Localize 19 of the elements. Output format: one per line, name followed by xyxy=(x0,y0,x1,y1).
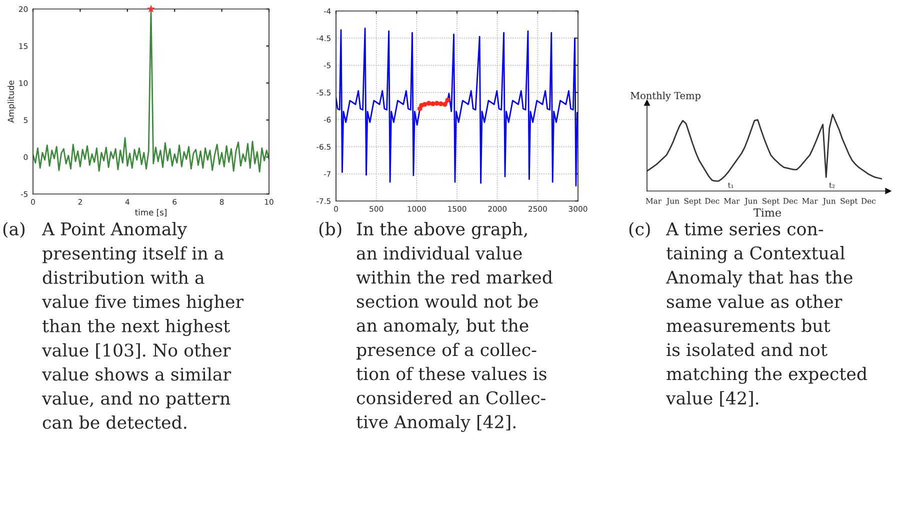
point xyxy=(434,100,440,106)
text: (a) xyxy=(3,222,25,238)
point xyxy=(422,102,428,107)
y-axis-title: Monthly Temp xyxy=(630,92,700,102)
point xyxy=(417,106,422,112)
x-axis-title: time [s] xyxy=(135,209,166,216)
text: (c) xyxy=(629,222,650,238)
text: In the above graph, an individual value within the red marked section would not be an anomaly, but the presence of a collec- tion of these values is considered an Collec- tive Anomaly [42]. xyxy=(356,222,552,432)
point xyxy=(442,102,448,107)
point xyxy=(445,98,450,102)
text: A time series con- taining a Contextual Anomaly that has the same value as other measurements but is isolated and not matching the expected value [42]. xyxy=(666,222,868,407)
x-axis-title: Time xyxy=(754,208,781,217)
y-axis-title: Amplitude xyxy=(8,80,16,123)
point xyxy=(426,100,432,106)
point xyxy=(430,101,436,106)
text: A Point Anomaly presenting itself in a distribution with a value five times higher than the next highest value [103]. No other value shows a similar value, and no pattern can be detected. xyxy=(42,222,244,429)
point xyxy=(438,101,444,106)
point xyxy=(419,103,424,108)
text: (b) xyxy=(319,222,342,238)
